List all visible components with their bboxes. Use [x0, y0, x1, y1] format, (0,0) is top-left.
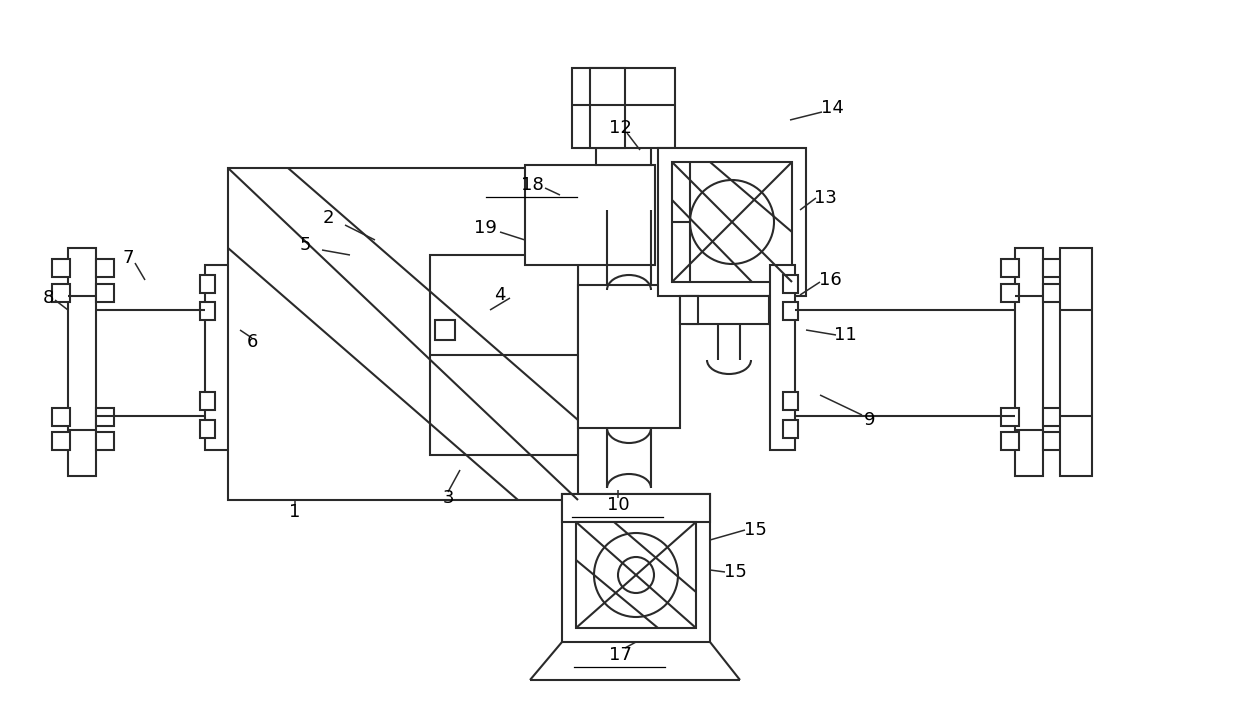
Bar — [1001, 408, 1018, 426]
Bar — [672, 162, 792, 282]
Bar — [686, 296, 777, 324]
Bar — [658, 148, 807, 296]
Text: 17: 17 — [608, 646, 632, 664]
Bar — [783, 392, 798, 410]
Bar — [769, 265, 795, 450]
Bar — [576, 522, 696, 628]
Text: 10: 10 — [607, 496, 629, 514]
Bar — [579, 285, 680, 428]
Bar — [525, 165, 655, 265]
Bar — [563, 494, 710, 642]
Bar — [572, 68, 675, 148]
Text: 7: 7 — [123, 249, 134, 267]
Bar — [1043, 259, 1061, 277]
Bar — [68, 248, 95, 476]
Circle shape — [690, 180, 774, 264]
Bar — [95, 408, 114, 426]
Bar — [783, 302, 798, 320]
Text: 8: 8 — [42, 289, 53, 307]
Bar — [1043, 284, 1061, 302]
Bar — [204, 265, 230, 450]
Text: 5: 5 — [300, 236, 311, 254]
Bar — [1043, 432, 1061, 450]
Bar — [783, 420, 798, 438]
Bar — [680, 296, 698, 324]
Text: 15: 15 — [743, 521, 767, 539]
Text: 1: 1 — [290, 503, 301, 521]
Bar — [228, 168, 579, 500]
Bar — [52, 284, 69, 302]
Bar — [52, 408, 69, 426]
Text: 2: 2 — [322, 209, 333, 227]
Text: 16: 16 — [819, 271, 841, 289]
Circle shape — [618, 557, 654, 593]
Bar — [199, 275, 216, 293]
Text: 19: 19 — [473, 219, 497, 237]
Text: 13: 13 — [814, 189, 836, 207]
Text: 9: 9 — [865, 411, 876, 429]
Bar — [1015, 248, 1043, 476]
Bar — [596, 110, 650, 165]
Bar — [199, 302, 216, 320]
Circle shape — [593, 533, 678, 617]
Bar — [430, 255, 579, 455]
Text: 18: 18 — [520, 176, 544, 194]
Bar — [1061, 248, 1092, 476]
Text: 11: 11 — [834, 326, 856, 344]
Bar — [52, 259, 69, 277]
Text: 4: 4 — [494, 286, 506, 304]
Text: 3: 3 — [442, 489, 453, 507]
Text: 6: 6 — [247, 333, 258, 351]
Bar — [769, 296, 787, 324]
Bar — [783, 275, 798, 293]
Bar — [52, 432, 69, 450]
Bar — [1001, 432, 1018, 450]
Bar — [563, 494, 710, 522]
Bar — [435, 320, 455, 340]
Bar — [95, 432, 114, 450]
Text: 14: 14 — [820, 99, 844, 117]
Bar — [1001, 284, 1018, 302]
Bar — [95, 259, 114, 277]
Bar — [590, 68, 624, 148]
Text: 15: 15 — [724, 563, 746, 581]
Text: 12: 12 — [608, 119, 632, 137]
Bar — [1043, 408, 1061, 426]
Bar — [199, 420, 216, 438]
Bar — [95, 284, 114, 302]
Bar — [1001, 259, 1018, 277]
Bar — [199, 392, 216, 410]
